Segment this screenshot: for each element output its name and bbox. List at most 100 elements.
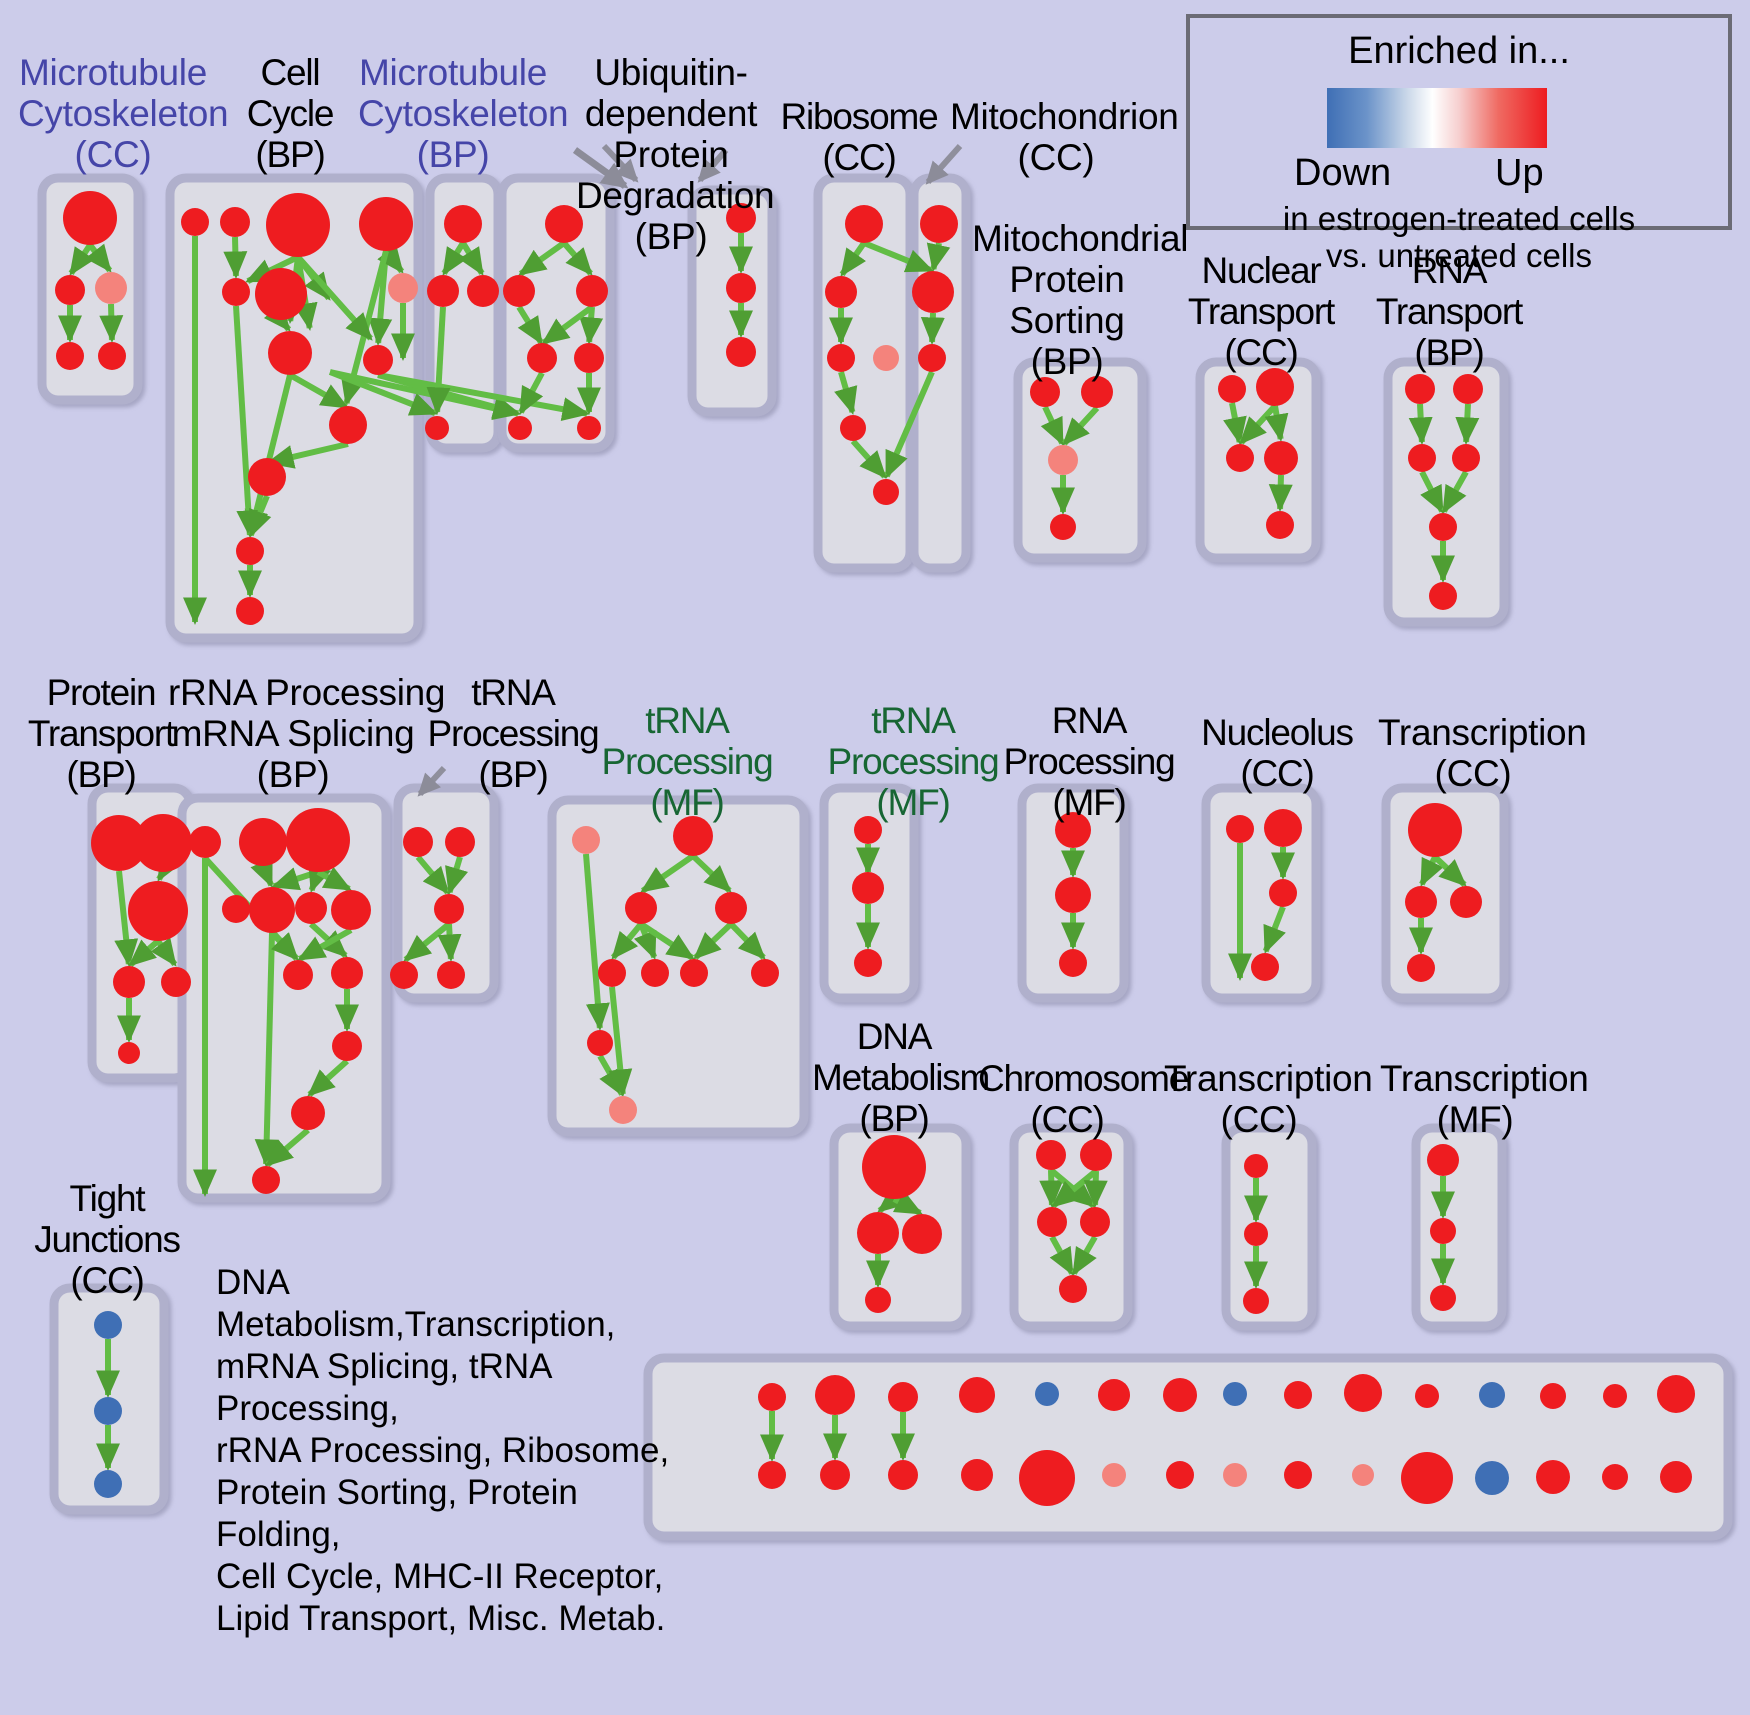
gene-node[interactable]: [220, 207, 250, 237]
gene-node[interactable]: [1429, 513, 1457, 541]
gene-node[interactable]: [825, 276, 857, 308]
gene-node[interactable]: [1401, 1452, 1453, 1504]
gene-node[interactable]: [403, 827, 433, 857]
gene-node[interactable]: [1284, 1461, 1312, 1489]
gene-node[interactable]: [434, 894, 464, 924]
gene-node[interactable]: [1037, 1207, 1067, 1237]
gene-node[interactable]: [95, 272, 127, 304]
gene-node[interactable]: [283, 960, 313, 990]
gene-node[interactable]: [266, 193, 330, 257]
gene-node[interactable]: [388, 273, 418, 303]
gene-node[interactable]: [1269, 879, 1297, 907]
gene-node[interactable]: [862, 1135, 926, 1199]
gene-node[interactable]: [332, 1031, 362, 1061]
gene-node[interactable]: [609, 1096, 637, 1124]
gene-node[interactable]: [1059, 1275, 1087, 1303]
gene-node[interactable]: [236, 597, 264, 625]
gene-node[interactable]: [248, 458, 286, 496]
gene-node[interactable]: [1036, 1140, 1066, 1170]
gene-node[interactable]: [873, 479, 899, 505]
gene-node[interactable]: [249, 887, 295, 933]
gene-node[interactable]: [255, 268, 307, 320]
gene-node[interactable]: [1453, 374, 1483, 404]
gene-node[interactable]: [577, 416, 601, 440]
gene-node[interactable]: [1602, 1464, 1628, 1490]
gene-node[interactable]: [390, 961, 418, 989]
gene-node[interactable]: [359, 197, 413, 251]
gene-node[interactable]: [1081, 376, 1113, 408]
gene-node[interactable]: [840, 415, 866, 441]
gene-node[interactable]: [1080, 1207, 1110, 1237]
gene-node[interactable]: [291, 1096, 325, 1130]
gene-node[interactable]: [726, 273, 756, 303]
gene-node[interactable]: [820, 1460, 850, 1490]
gene-node[interactable]: [845, 205, 883, 243]
gene-node[interactable]: [94, 1311, 122, 1339]
gene-node[interactable]: [239, 818, 287, 866]
gene-node[interactable]: [1098, 1379, 1130, 1411]
gene-node[interactable]: [1408, 803, 1462, 857]
gene-node[interactable]: [467, 275, 499, 307]
gene-node[interactable]: [1055, 877, 1091, 913]
gene-node[interactable]: [1030, 377, 1060, 407]
gene-node[interactable]: [1244, 1222, 1268, 1246]
gene-node[interactable]: [857, 1212, 899, 1254]
gene-node[interactable]: [91, 815, 147, 871]
gene-node[interactable]: [1344, 1374, 1382, 1412]
gene-node[interactable]: [63, 191, 117, 245]
gene-node[interactable]: [444, 205, 482, 243]
gene-node[interactable]: [1540, 1383, 1566, 1409]
gene-node[interactable]: [920, 205, 958, 243]
gene-node[interactable]: [329, 406, 367, 444]
gene-node[interactable]: [1244, 1154, 1268, 1178]
gene-node[interactable]: [1430, 1218, 1456, 1244]
gene-node[interactable]: [852, 872, 884, 904]
gene-node[interactable]: [1475, 1461, 1509, 1495]
gene-node[interactable]: [1223, 1463, 1247, 1487]
gene-node[interactable]: [189, 826, 221, 858]
gene-node[interactable]: [1223, 1382, 1247, 1406]
gene-node[interactable]: [1050, 514, 1076, 540]
gene-node[interactable]: [1264, 441, 1298, 475]
gene-node[interactable]: [1452, 444, 1480, 472]
gene-node[interactable]: [854, 816, 882, 844]
gene-node[interactable]: [1251, 953, 1279, 981]
gene-node[interactable]: [128, 881, 188, 941]
gene-node[interactable]: [331, 890, 371, 930]
gene-node[interactable]: [98, 342, 126, 370]
gene-node[interactable]: [959, 1377, 995, 1413]
gene-node[interactable]: [1450, 886, 1482, 918]
gene-node[interactable]: [181, 208, 209, 236]
gene-node[interactable]: [1264, 809, 1302, 847]
gene-node[interactable]: [252, 1166, 280, 1194]
gene-node[interactable]: [1408, 444, 1436, 472]
gene-node[interactable]: [1266, 511, 1294, 539]
gene-node[interactable]: [425, 416, 449, 440]
gene-node[interactable]: [1256, 368, 1294, 406]
gene-node[interactable]: [527, 343, 557, 373]
gene-node[interactable]: [331, 957, 363, 989]
gene-node[interactable]: [572, 826, 600, 854]
gene-node[interactable]: [758, 1461, 786, 1489]
gene-node[interactable]: [1243, 1288, 1269, 1314]
gene-node[interactable]: [912, 271, 954, 313]
gene-node[interactable]: [134, 814, 192, 872]
gene-node[interactable]: [113, 966, 145, 998]
gene-node[interactable]: [94, 1397, 122, 1425]
gene-node[interactable]: [918, 344, 946, 372]
gene-node[interactable]: [1226, 815, 1254, 843]
gene-node[interactable]: [268, 331, 312, 375]
gene-node[interactable]: [1479, 1382, 1505, 1408]
gene-node[interactable]: [1603, 1384, 1627, 1408]
gene-node[interactable]: [1284, 1381, 1312, 1409]
gene-node[interactable]: [751, 959, 779, 987]
gene-node[interactable]: [1035, 1382, 1059, 1406]
gene-node[interactable]: [726, 203, 756, 233]
gene-node[interactable]: [888, 1382, 918, 1412]
gene-node[interactable]: [587, 1030, 613, 1056]
gene-node[interactable]: [641, 959, 669, 987]
gene-node[interactable]: [1019, 1450, 1075, 1506]
gene-node[interactable]: [1059, 949, 1087, 977]
gene-node[interactable]: [236, 537, 264, 565]
gene-node[interactable]: [1407, 954, 1435, 982]
